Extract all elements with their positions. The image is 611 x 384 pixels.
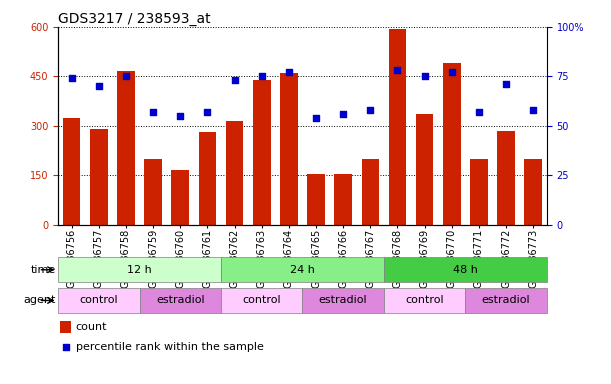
Bar bbox=[172, 170, 189, 225]
Bar bbox=[389, 28, 406, 225]
Text: agent: agent bbox=[23, 295, 56, 306]
Bar bbox=[253, 79, 271, 225]
Point bbox=[474, 109, 484, 115]
Point bbox=[175, 113, 185, 119]
Bar bbox=[199, 132, 216, 225]
Point bbox=[501, 81, 511, 87]
Bar bbox=[221, 257, 384, 282]
Bar bbox=[144, 159, 162, 225]
Point bbox=[529, 107, 538, 113]
Bar bbox=[362, 159, 379, 225]
Text: 48 h: 48 h bbox=[453, 265, 478, 275]
Point bbox=[230, 77, 240, 83]
Bar bbox=[221, 288, 302, 313]
Bar bbox=[58, 257, 221, 282]
Bar bbox=[117, 71, 135, 225]
Text: control: control bbox=[243, 295, 281, 306]
Bar bbox=[60, 321, 71, 333]
Point bbox=[338, 111, 348, 117]
Bar bbox=[524, 159, 542, 225]
Bar bbox=[384, 288, 466, 313]
Text: 12 h: 12 h bbox=[127, 265, 152, 275]
Bar bbox=[466, 288, 547, 313]
Point bbox=[393, 67, 403, 73]
Point bbox=[365, 107, 375, 113]
Point bbox=[447, 69, 456, 75]
Point bbox=[61, 344, 71, 350]
Bar bbox=[470, 159, 488, 225]
Bar bbox=[225, 121, 243, 225]
Bar bbox=[416, 114, 433, 225]
Bar bbox=[280, 73, 298, 225]
Text: 24 h: 24 h bbox=[290, 265, 315, 275]
Text: time: time bbox=[31, 265, 56, 275]
Bar bbox=[334, 174, 352, 225]
Text: count: count bbox=[76, 322, 107, 332]
Bar bbox=[302, 288, 384, 313]
Text: control: control bbox=[405, 295, 444, 306]
Point bbox=[121, 73, 131, 79]
Point bbox=[257, 73, 266, 79]
Bar bbox=[307, 174, 325, 225]
Bar bbox=[63, 118, 81, 225]
Text: GDS3217 / 238593_at: GDS3217 / 238593_at bbox=[58, 12, 211, 26]
Text: estradiol: estradiol bbox=[156, 295, 205, 306]
Point bbox=[311, 115, 321, 121]
Bar bbox=[58, 288, 139, 313]
Point bbox=[284, 69, 294, 75]
Bar bbox=[139, 288, 221, 313]
Point bbox=[202, 109, 212, 115]
Point bbox=[67, 75, 76, 81]
Text: percentile rank within the sample: percentile rank within the sample bbox=[76, 342, 263, 352]
Point bbox=[420, 73, 430, 79]
Bar bbox=[443, 63, 461, 225]
Bar bbox=[384, 257, 547, 282]
Text: control: control bbox=[79, 295, 118, 306]
Text: estradiol: estradiol bbox=[482, 295, 530, 306]
Bar bbox=[497, 131, 515, 225]
Point bbox=[148, 109, 158, 115]
Point bbox=[94, 83, 104, 89]
Text: estradiol: estradiol bbox=[319, 295, 367, 306]
Bar bbox=[90, 129, 108, 225]
